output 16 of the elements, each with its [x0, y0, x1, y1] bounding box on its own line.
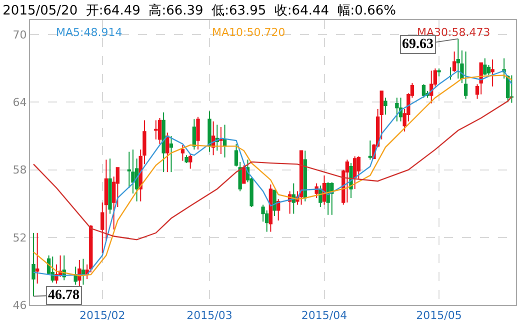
x-tick-label: 2015/03 [186, 309, 232, 322]
text: MA10:50.720 [212, 26, 286, 39]
y-tick-label: 70 [12, 28, 27, 42]
y-tick-label: 64 [12, 96, 27, 110]
chart-title: 2015/05/20 开:64.49 高:66.39 低:63.95 收:64.44 幅:0.66% [2, 2, 396, 19]
y-tick-label: 58 [12, 164, 27, 177]
x-tick-label: 2015/04 [301, 309, 348, 322]
x-tick-label: 2015/02 [80, 309, 126, 322]
x-tick-label: 2015/05 [416, 309, 462, 322]
annotation: 69.63 [402, 37, 434, 52]
text: MA5:48.914 [56, 26, 122, 39]
line-series [32, 96, 512, 240]
text: MA30:58.473 [417, 26, 490, 39]
y-tick-label: 52 [12, 231, 27, 244]
y-tick-label: 46 [12, 298, 27, 312]
annotation: 46.78 [48, 288, 80, 303]
